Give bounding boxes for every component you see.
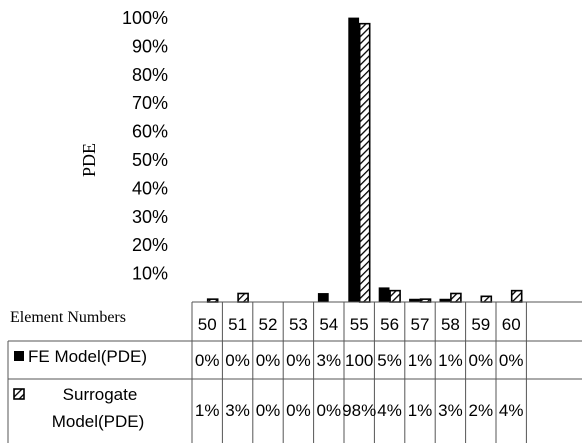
fe-model-bar xyxy=(378,287,390,303)
fe-model-value-label: 100 xyxy=(345,351,373,370)
surrogate-model-bar xyxy=(510,289,523,303)
y-tick-label: 80% xyxy=(132,65,168,85)
surrogate-model-value-label: 0% xyxy=(317,401,342,420)
fe-model-bar xyxy=(317,293,329,303)
surrogate-model-value-label: 4% xyxy=(377,401,402,420)
category-label: 52 xyxy=(259,315,278,334)
category-label: 54 xyxy=(319,315,338,334)
surrogate-model-value-label: 0% xyxy=(256,401,281,420)
y-axis-label: PDE xyxy=(79,143,99,177)
table-header-label: Element Numbers xyxy=(10,309,126,326)
category-label: 59 xyxy=(471,315,490,334)
surrogate-model-bar xyxy=(358,22,371,303)
surrogate-model-bar xyxy=(237,292,249,303)
y-tick-label: 90% xyxy=(132,36,168,56)
y-tick-label: 20% xyxy=(132,235,168,255)
y-tick-label: 60% xyxy=(132,122,168,142)
category-label: 55 xyxy=(350,315,369,334)
surrogate-model-value-label: 3% xyxy=(225,401,250,420)
surrogate-model-bar xyxy=(450,292,462,303)
surrogate-model-value-label: 1% xyxy=(195,401,220,420)
category-label: 53 xyxy=(289,315,308,334)
fe-model-value-label: 5% xyxy=(377,351,402,370)
y-tick-label: 50% xyxy=(132,150,168,170)
fe-model-bar xyxy=(348,17,360,303)
fe-model-legend-label: FE Model(PDE) xyxy=(28,347,147,366)
surrogate-model-value-label: 1% xyxy=(408,401,433,420)
surrogate-model-legend-icon xyxy=(13,388,25,400)
category-label: 51 xyxy=(228,315,247,334)
y-tick-label: 100% xyxy=(122,8,168,28)
y-tick-label: 40% xyxy=(132,178,168,198)
y-tick-label: 70% xyxy=(132,93,168,113)
fe-model-legend-icon xyxy=(14,351,24,361)
y-tick-label: 30% xyxy=(132,207,168,227)
surrogate-model-legend-label: Surrogate Model(PDE) xyxy=(52,385,145,431)
surrogate-model-value-label: 2% xyxy=(469,401,494,420)
y-axis-ticks: 10% 20% 30% 40% 50% 60% 70% 80% 90% 100% xyxy=(122,8,168,284)
fe-model-value-label: 0% xyxy=(499,351,524,370)
fe-model-value-label: 0% xyxy=(256,351,281,370)
bar-series xyxy=(206,17,523,303)
surrogate-model-value-label: 0% xyxy=(286,401,311,420)
fe-model-value-label: 1% xyxy=(408,351,433,370)
surrogate-model-value-label: 98% xyxy=(342,401,376,420)
category-label: 56 xyxy=(380,315,399,334)
data-table: Element Numbers 50 51 52 53 54 55 56 57 58 59 60 FE … xyxy=(7,301,582,443)
surrogate-model-value-label: 4% xyxy=(499,401,524,420)
surrogate-model-bar xyxy=(480,295,493,303)
fe-model-value-label: 1% xyxy=(438,351,463,370)
fe-model-value-label: 0% xyxy=(286,351,311,370)
category-label: 58 xyxy=(441,315,460,334)
category-label: 50 xyxy=(198,315,217,334)
surrogate-model-value-label: 3% xyxy=(438,401,463,420)
fe-model-value-label: 0% xyxy=(469,351,494,370)
fe-model-value-label: 0% xyxy=(225,351,250,370)
y-tick-label: 10% xyxy=(132,264,168,284)
category-label: 57 xyxy=(411,315,430,334)
surrogate-model-bar xyxy=(389,289,401,303)
fe-model-value-label: 3% xyxy=(317,351,342,370)
fe-model-value-label: 0% xyxy=(195,351,220,370)
category-label: 60 xyxy=(502,315,521,334)
